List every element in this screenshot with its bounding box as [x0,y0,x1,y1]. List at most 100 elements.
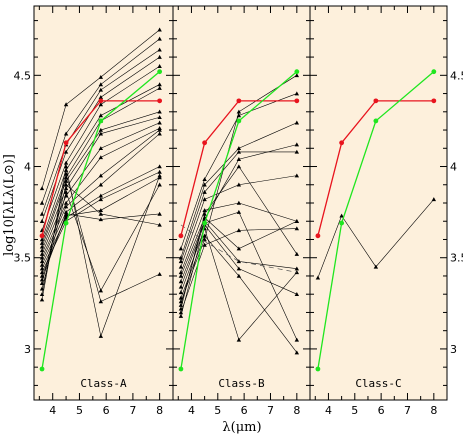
black-series-18-point [157,222,162,227]
black-series-14-line [180,228,297,313]
black-series-7-point [178,279,184,284]
black-series-8-line [180,211,298,340]
black-series-4-point [39,219,45,224]
black-series-14-point [178,310,184,315]
red-series-point [236,98,242,104]
x-tick-label: 8 [293,404,300,417]
x-tick-label: 7 [267,404,274,417]
red-series-line [317,100,434,236]
black-series-1-point [339,213,344,218]
black-series-12-point [157,127,162,132]
black-series-9-line [41,116,160,251]
green-series-line [317,71,435,370]
green-series-point [63,220,69,226]
black-series-4-point [202,197,207,202]
black-series-6-line [41,84,160,240]
black-series-1-point [202,177,207,182]
black-series-13-point [98,182,104,187]
black-series-1-line [317,199,435,278]
black-series-15-point [178,313,184,318]
black-series-7-point [236,259,242,264]
black-series-1-point [157,27,162,32]
black-series-14-line [41,166,160,269]
black-series-2-line [180,122,297,258]
black-series-1-point [63,102,69,107]
black-series-17-point [157,211,162,216]
black-series-2-point [202,182,207,187]
red-series-point [373,98,379,104]
black-series-20-point [157,271,162,276]
left-y-tick-labels: 3 3.5 4 4.5 [14,69,32,356]
y-tick-label-left: 4 [24,161,31,174]
right-y-tick-labels: 3 3.5 4 4.5 [450,69,463,356]
black-series-9-point [98,131,104,136]
black-series-5-point [98,102,104,107]
black-series-10-point [98,146,104,151]
red-series-point [315,233,321,239]
black-series-11-line [41,127,160,258]
black-series-5-line [41,65,160,231]
black-series-3-point [202,189,207,194]
black-series-12-point [178,302,184,307]
black-series-10-point [202,233,207,238]
black-series-13-point [157,131,162,136]
x-tick-label: 8 [430,404,437,417]
black-series-11-point [98,155,104,160]
green-series-point [178,366,184,372]
black-series-2-line [41,38,160,204]
x-tick-labels: 4 5 6 7 8 4 5 6 7 8 4 5 6 7 8 [49,404,437,417]
black-series-7-line [41,87,160,244]
black-series-20-point [98,299,104,304]
red-series-line [180,100,297,236]
black-series-17-point [98,217,104,222]
x-tick-label: 8 [156,404,163,417]
black-series-4-point [63,149,69,154]
y-axis-label: log10[λLλ(L⊙)] [2,154,17,256]
black-series-3-line [41,49,160,215]
black-series-21-point [98,333,104,338]
y-tick-label-left: 4.5 [14,69,32,82]
black-series-14-point [98,193,104,198]
x-tick-label: 5 [214,404,221,417]
green-series-point [236,118,242,124]
black-series-6-point [157,82,162,87]
x-tick-label: 4 [49,404,56,417]
red-series-point [294,98,300,104]
panel-2: Class-B [172,5,311,401]
x-tick-label: 5 [76,404,83,417]
panel-label: Class-A [80,377,127,390]
black-series-3-point [294,149,300,154]
black-series-1-point [294,91,300,96]
x-tick-label: 5 [351,404,358,417]
black-series-20-point [63,171,69,176]
black-series-14-point [157,164,162,169]
x-tick-label: 4 [325,404,332,417]
black-series-2-point [294,120,300,125]
black-series-15-point [294,292,300,296]
black-series-3-point [157,47,162,52]
black-series-8-point [63,178,69,183]
black-series-21-point [63,164,69,169]
black-series-10-point [157,120,162,125]
green-series-point [431,69,437,75]
black-series-19-point [157,182,162,187]
black-series-9-point [236,337,242,342]
black-series-12-point [63,204,69,209]
black-series-21-point [39,297,45,302]
black-series-12-point [294,142,300,147]
black-series-8-point [236,209,242,214]
black-series-21-line [41,166,160,338]
black-series-6-point [236,246,242,251]
black-series-17-point [39,277,45,282]
red-series-point [157,98,163,104]
black-series-17-point [63,211,69,216]
black-series-16-point [98,208,104,213]
black-series-5-point [236,200,242,205]
x-tick-label: 6 [241,404,248,417]
green-series-point [39,366,45,372]
green-series-point [202,220,208,226]
red-series-point [63,140,69,146]
black-series-14-point [236,228,242,233]
black-series-6-point [98,113,104,118]
black-series-11-point [294,73,300,78]
